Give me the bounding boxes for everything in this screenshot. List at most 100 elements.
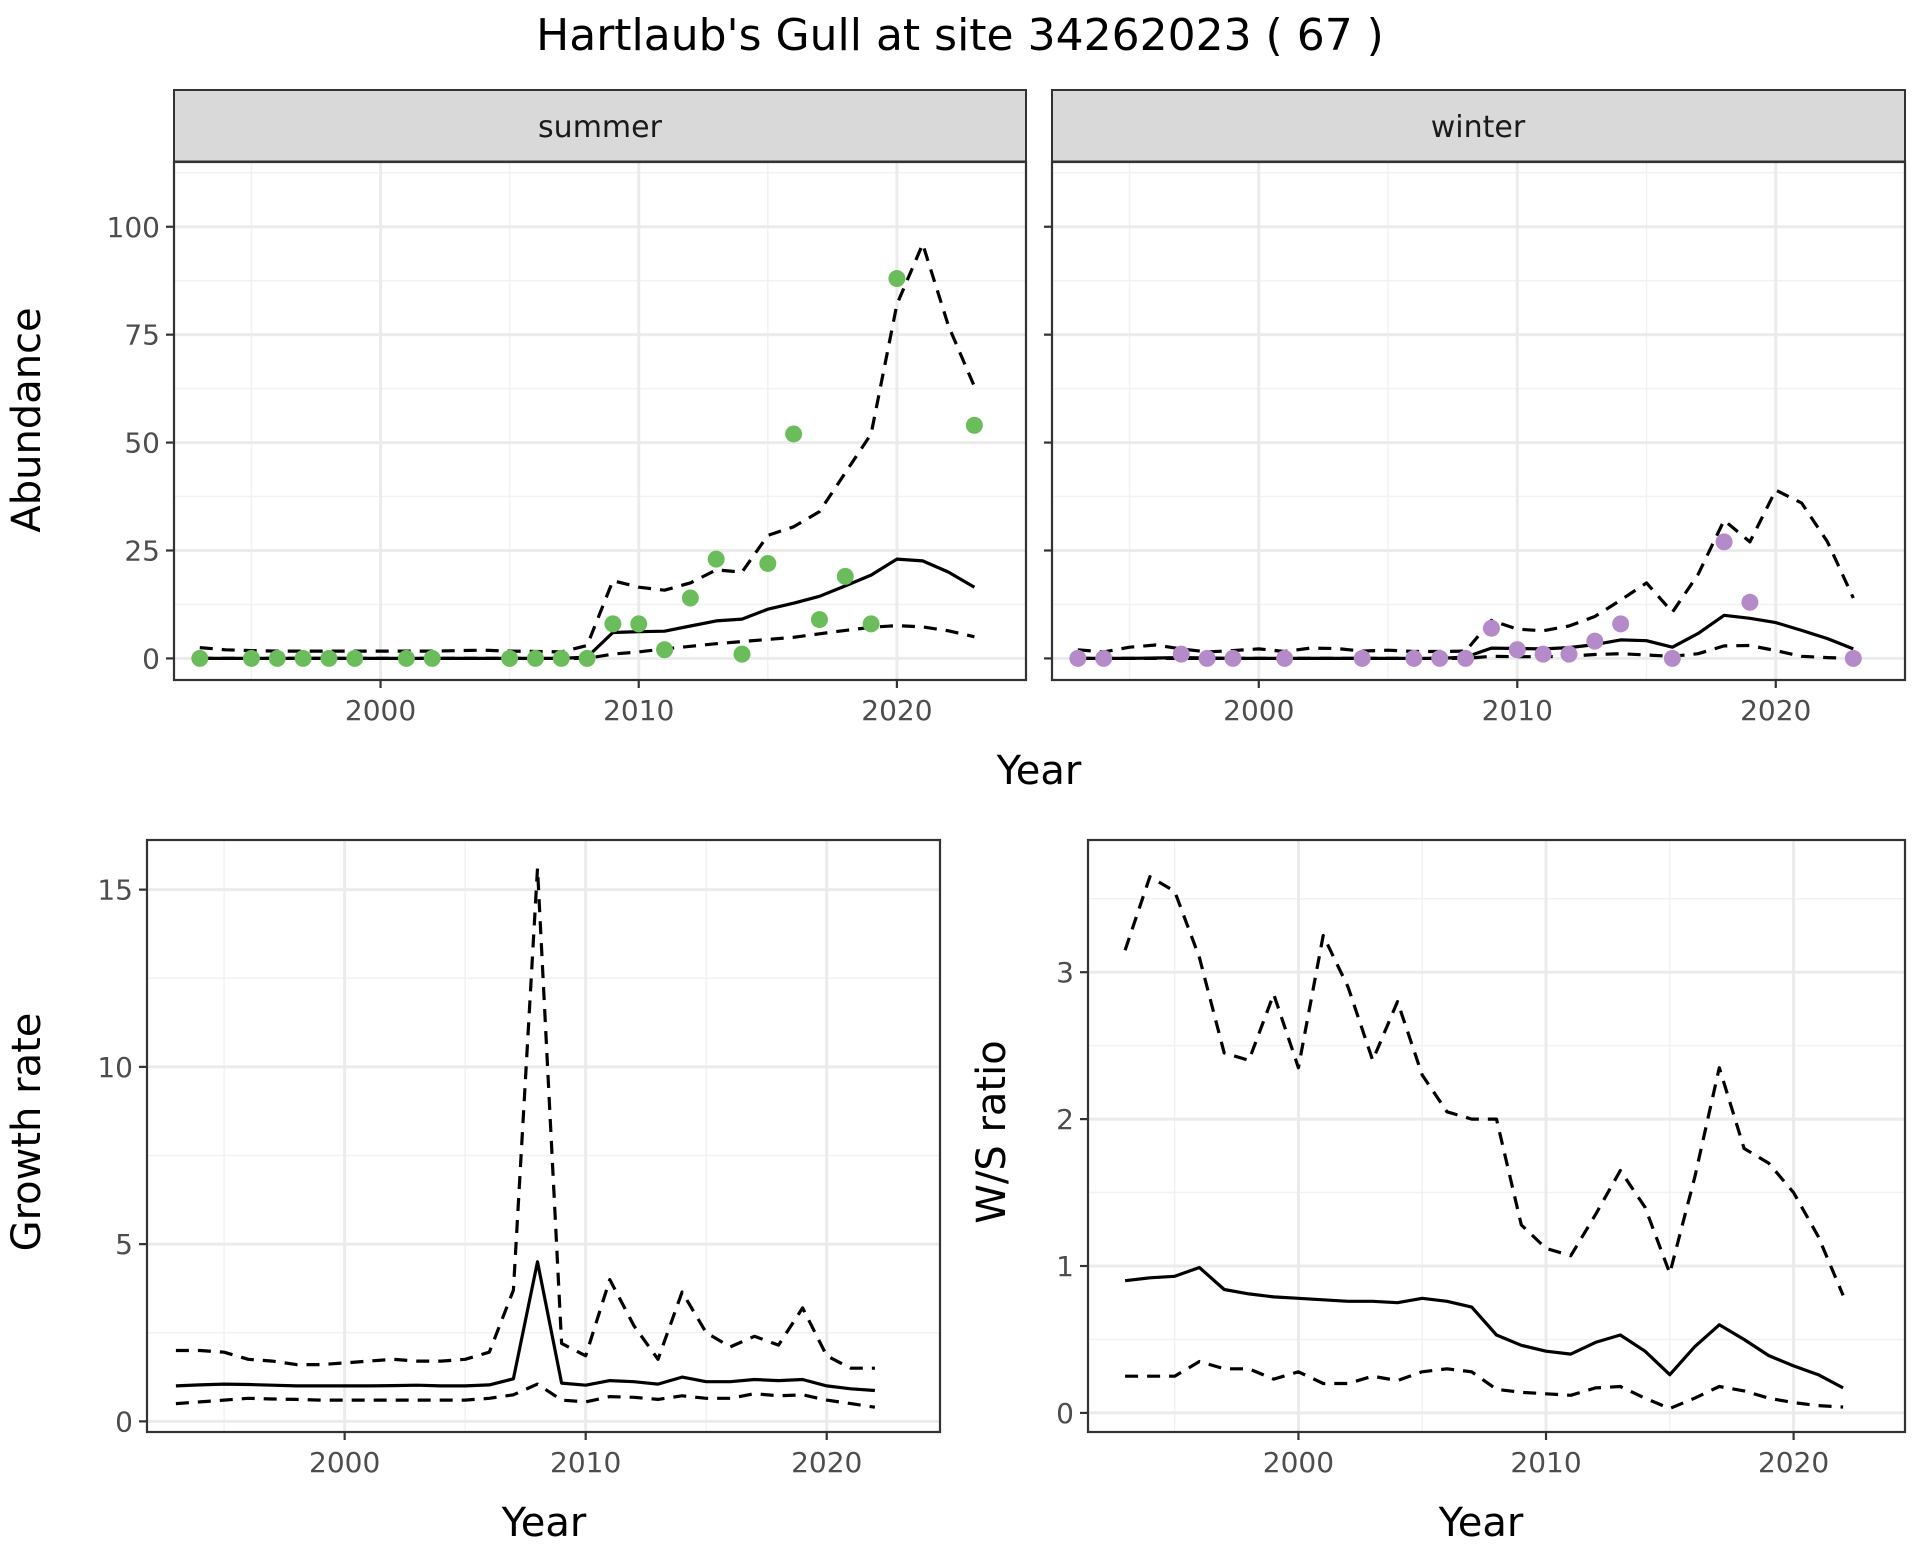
x-tick-label: 2010: [1510, 1446, 1581, 1479]
data-point: [346, 649, 364, 667]
main-title: Hartlaub's Gull at site 34262023 ( 67 ): [536, 10, 1384, 61]
plot-area-growth: 2000 2010 2020 0 5 10 15: [97, 838, 942, 1479]
x-axis-title-growth: Year: [501, 1500, 587, 1546]
panel-growth: 2000 2010 2020 0 5 10 15: [97, 838, 942, 1479]
x-tick-label: 2000: [309, 1446, 380, 1479]
panel-background: [174, 162, 1026, 680]
data-point: [1198, 649, 1216, 667]
data-point: [1276, 649, 1294, 667]
y-axis-title-abundance: Abundance: [4, 307, 50, 532]
strip-winter: [1051, 89, 1906, 163]
data-point: [862, 615, 880, 633]
data-point: [1560, 645, 1578, 663]
panel-background: [1052, 162, 1905, 680]
panel-background: [1088, 840, 1905, 1432]
series-line-solid: [1124, 1265, 1844, 1390]
data-point: [268, 649, 286, 667]
data-point: [1586, 632, 1604, 650]
data-point: [785, 425, 803, 443]
x-tick-label: 2020: [1740, 694, 1811, 727]
y-axis-title-growth: Growth rate: [4, 1013, 50, 1252]
data-point: [191, 649, 209, 667]
panel-border: [172, 160, 1028, 682]
data-point: [836, 567, 854, 585]
panel-border: [1050, 160, 1907, 682]
data-point: [656, 641, 674, 659]
strip-summer: [173, 89, 1027, 163]
y-tick-label: 0: [1056, 1397, 1074, 1430]
x-tick-label: 2020: [861, 694, 932, 727]
data-point: [1715, 533, 1733, 551]
data-point: [552, 649, 570, 667]
data-point: [526, 649, 544, 667]
data-point: [578, 649, 596, 667]
data-point: [501, 649, 519, 667]
data-point: [1844, 649, 1862, 667]
x-axis-title-ws-ratio: Year: [1438, 1500, 1524, 1546]
data-point: [1741, 593, 1759, 611]
data-point: [1172, 645, 1190, 663]
y-tick-label: 1: [1056, 1250, 1074, 1283]
strip-label-summer: summer: [538, 110, 663, 145]
data-point: [733, 645, 751, 663]
series-line-dashed: [1125, 1359, 1844, 1411]
data-point: [423, 649, 441, 667]
x-axis-title-top: Year: [996, 748, 1082, 794]
data-point: [681, 589, 699, 607]
y-tick-label: 5: [115, 1228, 133, 1261]
y-tick-label: 50: [124, 427, 160, 460]
data-point: [1095, 649, 1113, 667]
data-point: [1069, 649, 1087, 667]
y-tick-label: 2: [1056, 1103, 1074, 1136]
series-line-solid: [175, 1260, 876, 1393]
data-point: [965, 416, 983, 434]
x-tick-label: 2020: [791, 1446, 862, 1479]
x-tick-label: 2010: [550, 1446, 621, 1479]
series-line-dashed: [175, 866, 875, 1370]
data-point: [1405, 649, 1423, 667]
data-point: [810, 611, 828, 629]
x-tick-label: 2010: [603, 694, 674, 727]
data-point: [1663, 649, 1681, 667]
series-line-dashed: [1077, 643, 1854, 661]
x-tick-label: 2020: [1758, 1446, 1829, 1479]
y-tick-label: 25: [124, 535, 160, 568]
series-line-dashed: [199, 623, 975, 661]
x-tick-label: 2010: [1482, 694, 1553, 727]
panel-border: [145, 838, 942, 1434]
data-point: [707, 550, 725, 568]
y-tick-label: 0: [142, 642, 160, 675]
data-point: [242, 649, 260, 667]
y-tick-label: 100: [107, 211, 160, 244]
panel-winter: winter 2000 2010 2020: [1044, 89, 1907, 727]
data-point: [320, 649, 338, 667]
data-point: [294, 649, 312, 667]
data-point: [604, 615, 622, 633]
data-point: [1457, 649, 1475, 667]
data-point: [1612, 615, 1630, 633]
y-tick-label: 15: [97, 874, 133, 907]
data-point: [1224, 649, 1242, 667]
y-axis-title-ws-ratio: W/S ratio: [969, 1040, 1015, 1223]
data-point: [1508, 641, 1526, 659]
series-line-dashed: [175, 1382, 876, 1409]
data-point: [1353, 649, 1371, 667]
series-line-dashed: [1123, 875, 1845, 1297]
x-tick-label: 2000: [345, 694, 416, 727]
strip-label-winter: winter: [1431, 110, 1526, 145]
data-point: [1431, 649, 1449, 667]
plot-area-summer: 2000 2010 2020 0 25 50 75 100: [107, 160, 1028, 727]
y-tick-label: 10: [97, 1051, 133, 1084]
y-tick-label: 75: [124, 319, 160, 352]
panel-border: [1086, 838, 1907, 1434]
y-tick-label: 0: [115, 1405, 133, 1438]
plot-area-ws-ratio: 2000 2010 2020 0 1 2 3: [1056, 838, 1907, 1479]
x-tick-label: 2000: [1223, 694, 1294, 727]
x-tick-label: 2000: [1263, 1446, 1334, 1479]
data-point: [1482, 619, 1500, 637]
data-point: [888, 270, 906, 288]
data-point: [630, 615, 648, 633]
data-point: [759, 554, 777, 572]
y-tick-label: 3: [1056, 956, 1074, 989]
